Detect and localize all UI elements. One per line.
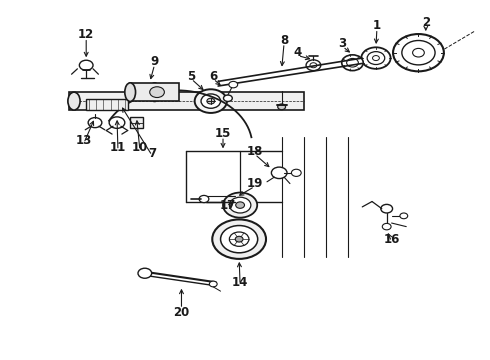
Text: 12: 12	[78, 28, 95, 41]
Text: 17: 17	[220, 199, 236, 212]
Circle shape	[342, 55, 363, 71]
Circle shape	[212, 220, 266, 259]
Text: 8: 8	[280, 33, 288, 47]
Text: 13: 13	[75, 134, 92, 147]
Circle shape	[223, 95, 232, 102]
Circle shape	[361, 47, 391, 69]
Circle shape	[413, 48, 424, 57]
Text: 9: 9	[150, 55, 159, 68]
Text: 3: 3	[339, 37, 347, 50]
Circle shape	[367, 51, 385, 64]
Text: 20: 20	[173, 306, 190, 319]
Text: 14: 14	[232, 276, 248, 289]
Circle shape	[306, 60, 321, 71]
Ellipse shape	[68, 92, 80, 110]
Text: 16: 16	[383, 233, 400, 246]
Bar	[130, 83, 179, 102]
Circle shape	[393, 34, 444, 71]
Circle shape	[223, 193, 257, 218]
Circle shape	[229, 197, 251, 213]
Text: 7: 7	[148, 147, 156, 159]
Circle shape	[381, 204, 392, 213]
Circle shape	[201, 94, 220, 108]
Circle shape	[402, 41, 435, 65]
Circle shape	[220, 226, 258, 253]
Circle shape	[229, 81, 238, 88]
Text: 19: 19	[246, 177, 263, 190]
Circle shape	[229, 232, 249, 246]
Text: 11: 11	[110, 141, 126, 154]
Circle shape	[79, 60, 93, 70]
Circle shape	[207, 98, 215, 104]
Text: 2: 2	[422, 16, 430, 29]
Circle shape	[271, 167, 287, 179]
Circle shape	[138, 268, 152, 278]
Text: 4: 4	[294, 46, 302, 59]
Circle shape	[235, 236, 243, 242]
Circle shape	[382, 224, 391, 230]
Circle shape	[400, 213, 408, 219]
Circle shape	[372, 55, 379, 60]
Circle shape	[292, 169, 301, 176]
Circle shape	[346, 58, 358, 67]
Circle shape	[88, 118, 102, 128]
Circle shape	[310, 63, 317, 68]
Bar	[69, 92, 304, 110]
Circle shape	[278, 104, 286, 110]
Text: 18: 18	[246, 145, 263, 158]
Circle shape	[199, 195, 209, 203]
Circle shape	[109, 117, 125, 129]
Text: 15: 15	[215, 127, 231, 140]
Ellipse shape	[125, 83, 136, 102]
Circle shape	[195, 89, 227, 113]
Text: 10: 10	[132, 141, 148, 154]
Circle shape	[209, 281, 217, 287]
Bar	[86, 99, 128, 111]
Bar	[130, 117, 144, 129]
Text: 1: 1	[373, 19, 381, 32]
Circle shape	[236, 202, 245, 208]
Circle shape	[150, 87, 164, 98]
Text: 6: 6	[209, 69, 218, 82]
Text: 5: 5	[187, 69, 196, 82]
Ellipse shape	[149, 83, 160, 102]
